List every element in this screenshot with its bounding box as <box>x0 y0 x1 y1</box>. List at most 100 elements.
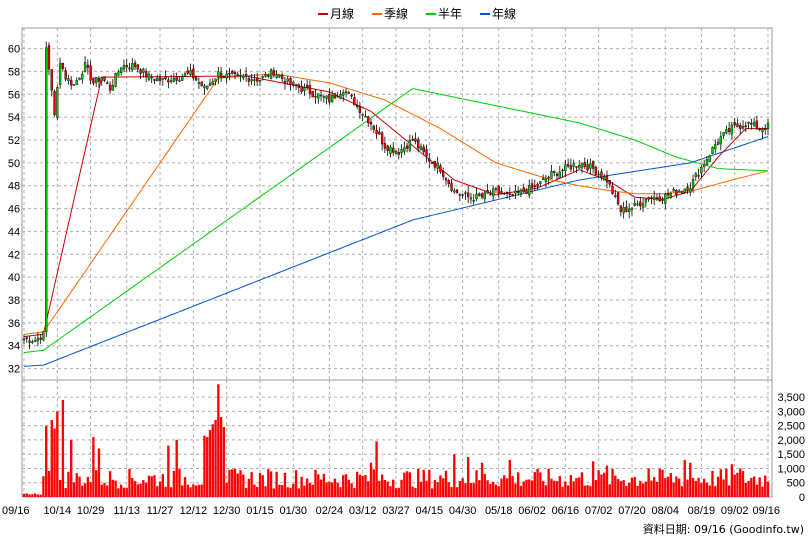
candle-body <box>225 73 228 79</box>
candle-body <box>56 87 59 118</box>
volume-bar <box>383 479 387 497</box>
candle-body <box>561 169 564 172</box>
volume-tick-label: 2,500 <box>777 421 805 433</box>
volume-bar <box>683 459 686 497</box>
candle-body <box>516 191 520 193</box>
volume-bar <box>511 476 514 497</box>
candle-body <box>117 71 120 76</box>
volume-bar <box>42 476 45 497</box>
candle-body <box>605 175 609 183</box>
volume-bar <box>733 474 736 497</box>
volume-bar <box>705 482 709 497</box>
candle-body <box>228 72 231 75</box>
volume-bar <box>558 476 561 497</box>
volume-bar <box>539 472 542 497</box>
price-tick-label: 54 <box>8 112 20 124</box>
date-tick-label: 12/12 <box>180 505 208 517</box>
candle-body <box>119 67 123 74</box>
volume-panel-grid <box>21 379 773 498</box>
legend-label-year: 年線 <box>492 6 516 21</box>
volume-bar <box>672 482 675 497</box>
candle-body <box>569 165 573 170</box>
candle-body <box>336 96 339 98</box>
candle-body <box>344 91 348 93</box>
candle-body <box>100 77 103 82</box>
date-tick-label: 05/18 <box>485 505 513 517</box>
candle-body <box>430 162 434 165</box>
date-tick-label: 08/19 <box>688 505 716 517</box>
volume-bar <box>453 454 456 497</box>
candle-body <box>411 138 414 141</box>
volume-tick-label: 1,500 <box>777 449 805 461</box>
volume-bar <box>403 472 406 497</box>
volume-bar <box>144 482 148 497</box>
candle-body <box>375 129 378 134</box>
candle-body <box>503 192 506 195</box>
volume-bar <box>247 478 251 497</box>
candle-body <box>367 116 370 124</box>
candle-body <box>453 190 456 193</box>
price-tick-label: 40 <box>8 272 20 284</box>
volume-bar <box>72 482 76 497</box>
candle-body <box>730 124 734 135</box>
candle-body <box>591 160 595 169</box>
volume-bar <box>86 476 90 497</box>
volume-bar <box>22 493 26 497</box>
candle-body <box>194 75 198 81</box>
candle-body <box>422 146 425 153</box>
candle-body <box>444 177 448 181</box>
volume-bar <box>133 481 137 497</box>
volume-bar <box>641 483 645 497</box>
price-tick-label: 60 <box>8 44 20 56</box>
candle-body <box>25 337 28 339</box>
volume-tick-label: 3,000 <box>777 406 805 418</box>
candle-body <box>630 207 634 210</box>
candle-body <box>639 201 642 207</box>
volume-bar <box>766 481 770 497</box>
candle-body <box>319 94 323 97</box>
volume-bar <box>483 473 487 497</box>
volume-bar <box>689 462 692 497</box>
candle-body <box>480 193 484 198</box>
candle-body <box>364 115 367 118</box>
volume-bar <box>45 425 48 497</box>
candle-body <box>491 188 495 197</box>
candle-body <box>578 165 581 169</box>
candle-body <box>64 70 67 80</box>
candle-body <box>708 155 711 162</box>
candle-body <box>258 80 262 82</box>
candle-body <box>192 68 195 79</box>
candle-body <box>61 62 65 69</box>
volume-bar <box>108 471 112 497</box>
volume-bar <box>380 474 384 497</box>
date-tick-label: 08/04 <box>652 505 680 517</box>
volume-bar <box>178 469 181 497</box>
volume-bar <box>764 475 767 497</box>
candle-body <box>603 176 606 181</box>
volume-bar <box>430 488 434 497</box>
volume-bar <box>616 479 620 497</box>
volume-bar <box>747 480 750 497</box>
candle-body <box>330 94 334 103</box>
candle-body <box>530 183 534 188</box>
candle-body <box>125 65 128 68</box>
date-tick-label: 10/29 <box>77 505 105 517</box>
candle-body <box>641 203 645 208</box>
candle-body <box>81 73 84 80</box>
volume-bar <box>455 487 459 497</box>
candle-body <box>736 123 739 128</box>
volume-bar <box>436 482 439 497</box>
volume-bar <box>394 488 398 497</box>
volume-bar <box>355 471 359 497</box>
candle-body <box>353 97 356 106</box>
date-tick-label: 11/27 <box>147 505 174 517</box>
chart-legend: 月線 季線 半年 年線 <box>318 6 516 21</box>
volume-bar <box>214 419 217 497</box>
volume-bar <box>25 493 28 497</box>
candle-body <box>292 81 295 85</box>
volume-bar <box>755 484 759 497</box>
volume-bar <box>344 474 348 497</box>
candle-body <box>203 85 206 89</box>
volume-bar <box>666 476 670 497</box>
volume-bar <box>217 384 220 497</box>
